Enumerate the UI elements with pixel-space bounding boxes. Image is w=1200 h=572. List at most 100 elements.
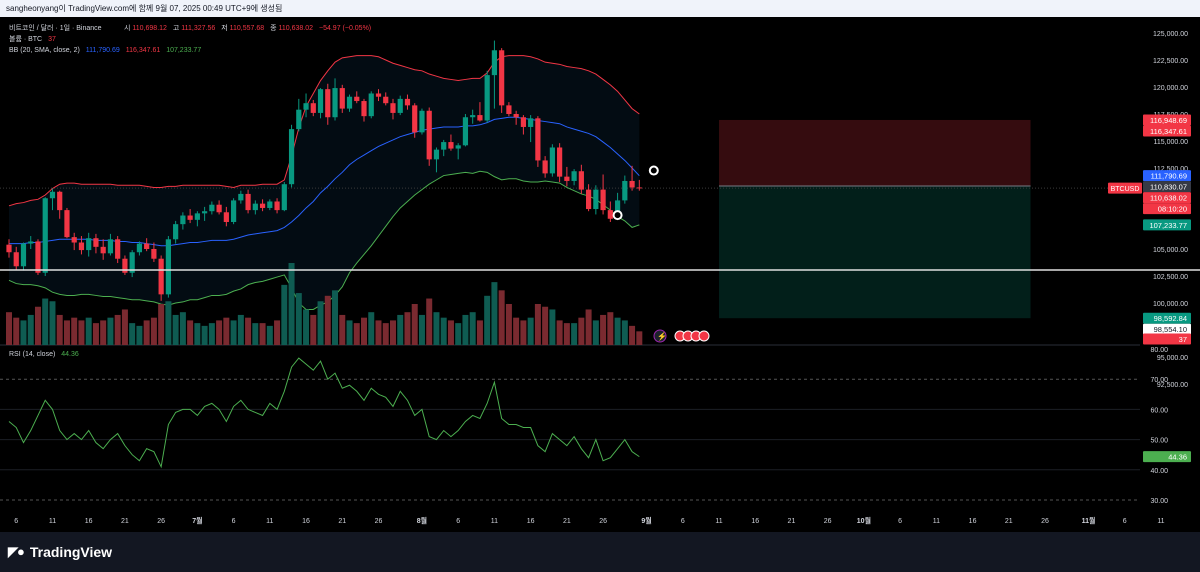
volume-bar — [281, 284, 288, 345]
volume-bar — [245, 317, 252, 345]
position-tool[interactable] — [0, 119, 1140, 319]
time-tick-label: 9월 — [641, 516, 651, 525]
volume-bar — [418, 314, 425, 345]
creator-caption-bar: sangheonyang이 TradingView.com에 함께 9월 07,… — [0, 0, 1200, 17]
time-tick-label: 21 — [563, 518, 571, 525]
lightning-icon[interactable] — [653, 329, 667, 343]
price-tick-label: 125,000.00 — [1153, 31, 1188, 38]
candle-body — [506, 105, 512, 114]
volume-bar — [92, 323, 99, 345]
candle-body — [419, 110, 425, 133]
price-tick-label: 120,000.00 — [1153, 85, 1188, 92]
candle-body — [491, 50, 498, 76]
trading-chart[interactable]: 125,000.00122,500.00120,000.00117,500.00… — [0, 17, 1200, 532]
candle-body — [20, 243, 27, 267]
event-icons[interactable]: ⚡ — [653, 329, 710, 343]
candle-body — [607, 210, 613, 219]
volume-bar — [194, 323, 201, 345]
candle-body — [593, 189, 599, 210]
candle-body — [13, 252, 19, 267]
volume-bar — [563, 323, 570, 345]
creator-caption: sangheonyang이 TradingView.com에 함께 9월 07,… — [6, 4, 283, 13]
price-tick-label: 115,000.00 — [1153, 139, 1188, 146]
candle-body — [173, 224, 179, 240]
candle-body — [194, 213, 200, 220]
volume-bar — [259, 323, 266, 345]
time-tick-label: 11 — [1157, 518, 1164, 525]
candle-body — [216, 204, 222, 213]
candle-body — [180, 215, 186, 225]
ohlc-high: 111,327.56 — [181, 25, 215, 32]
rsi-line — [8, 357, 640, 469]
candle-body — [158, 258, 164, 295]
candlesticks — [6, 40, 642, 301]
volume-bar — [571, 323, 578, 345]
price-badge: 98,592.84 — [1154, 314, 1187, 323]
price-badge-bg — [1143, 451, 1191, 463]
ohlc-low-label: 저 — [221, 23, 227, 32]
bb-upper-value: 116,347.61 — [126, 47, 161, 54]
candle-body — [484, 75, 490, 121]
legend-rsi[interactable]: RSI (14, close) 44.36 — [9, 351, 79, 358]
candle-body — [455, 145, 461, 149]
ohlc-open-label: 시 — [124, 24, 130, 32]
volume-bar — [332, 290, 339, 345]
volume-bar — [476, 320, 483, 345]
candle-body — [586, 189, 592, 210]
candle-body — [368, 93, 374, 117]
candle-body — [578, 171, 584, 190]
legend-volume[interactable]: 볼륨 · BTC 37 — [9, 34, 56, 43]
candle-body — [375, 93, 382, 97]
price-badge: 98,554.10 — [1154, 325, 1187, 334]
volume-bar — [607, 312, 614, 345]
volume-bar — [27, 314, 34, 345]
price-badge-bg — [1143, 125, 1191, 137]
volume-bar — [303, 309, 310, 345]
legend-symbol[interactable]: 비트코인 / 달러 · 1일 · Binance — [9, 23, 102, 32]
volume-bar — [223, 317, 230, 345]
candle-body — [28, 241, 34, 244]
time-tick-label: 16 — [85, 518, 93, 525]
bb-lower-value: 107,233.77 — [166, 47, 201, 54]
price-badge: 111,790.69 — [1151, 172, 1187, 181]
volume-bar — [317, 301, 324, 345]
candle-body — [433, 149, 440, 160]
time-tick-label: 6 — [1123, 518, 1127, 525]
volume-bar — [42, 298, 49, 345]
price-tick-label: 122,500.00 — [1153, 58, 1188, 65]
rsi-tick-label: 50.00 — [1150, 438, 1168, 445]
price-badge: 37 — [1179, 335, 1187, 344]
volume-bar — [469, 312, 476, 345]
time-tick-label: 6 — [232, 518, 236, 525]
price-badge: 110,830.07 — [1150, 183, 1187, 192]
candle-body — [571, 171, 577, 181]
stop-loss-zone — [719, 119, 1031, 187]
bb-lower-line — [8, 170, 640, 310]
volume-bar — [34, 306, 41, 345]
volume-bar — [20, 320, 27, 345]
legend-bb[interactable]: BB (20, SMA, close, 2) 111,790.69 116,34… — [9, 47, 201, 54]
volume-bar — [158, 304, 165, 345]
candle-body — [397, 98, 403, 113]
volume-bar — [346, 320, 353, 345]
candle-body — [564, 176, 570, 181]
candle-body — [317, 89, 324, 113]
volume-bar — [165, 301, 172, 345]
volume-bar — [150, 317, 157, 345]
volume-bar — [513, 317, 520, 345]
time-tick-label: 16 — [302, 518, 310, 525]
candle-body — [462, 117, 469, 146]
candle-body — [49, 191, 56, 199]
time-tick-label: 8월 — [417, 516, 427, 525]
price-tick-label: 95,000.00 — [1157, 355, 1188, 362]
price-tick-label: 100,000.00 — [1153, 301, 1188, 308]
tradingview-logo[interactable]: ◤● TradingView — [8, 544, 112, 560]
price-tick-label: 102,500.00 — [1153, 274, 1188, 281]
volume-bar — [187, 320, 194, 345]
us-flag-icons[interactable] — [674, 330, 710, 342]
volume-label: 볼륨 · BTC — [9, 34, 42, 43]
rsi-tick-label: 30.00 — [1150, 498, 1168, 505]
us-flag-icon[interactable] — [698, 330, 710, 342]
volume-bar — [288, 263, 295, 345]
candle-body — [107, 239, 114, 254]
